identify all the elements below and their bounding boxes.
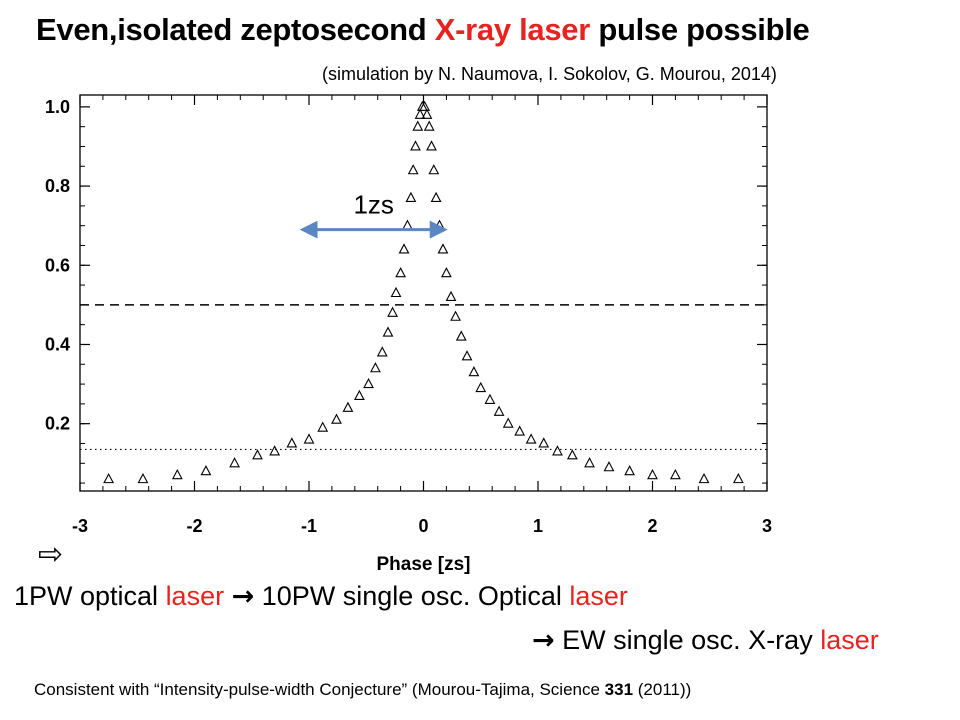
data-point [440, 267, 452, 278]
data-point [603, 461, 615, 472]
data-point [317, 421, 329, 432]
data-point [732, 472, 744, 484]
data-point [423, 120, 435, 131]
data-point [698, 472, 710, 484]
data-point [445, 290, 457, 302]
data-point [493, 405, 505, 416]
data-point [412, 120, 424, 131]
data-point [369, 362, 381, 373]
data-point [468, 366, 480, 377]
line2-text-a: EW single osc. X-ray [554, 625, 821, 655]
data-point [437, 243, 449, 254]
x-tick-label: 3 [762, 516, 772, 536]
data-point [430, 191, 442, 203]
x-tick-label: 2 [647, 516, 657, 536]
data-point [455, 330, 467, 341]
slide-title: Even,isolated zeptosecond X-ray laser pu… [36, 12, 810, 48]
data-point [525, 433, 537, 444]
data-point [103, 472, 115, 484]
data-point [405, 191, 417, 203]
y-tick-label: 0.8 [45, 176, 70, 196]
title-prefix: Even,isolated zeptosecond [36, 12, 435, 47]
data-point [461, 350, 473, 361]
statement-line-1: 1PW optical laser → 10PW single osc. Opt… [14, 581, 628, 612]
statement-line-2: → EW single osc. X-ray laser [532, 625, 879, 656]
data-point [353, 389, 365, 401]
data-point [669, 468, 681, 480]
x-axis-label: Phase [zs] [377, 554, 471, 575]
data-point [398, 243, 410, 254]
footnote-suffix: (2011)) [633, 680, 692, 699]
data-point [407, 164, 419, 175]
line1-text-b: 10PW single osc. Optical [254, 581, 570, 611]
data-point [450, 310, 461, 321]
x-tick-label: -2 [186, 516, 202, 536]
data-point [514, 425, 526, 436]
line2-laser-word: laser [820, 625, 879, 655]
data-point [428, 164, 440, 175]
footnote-prefix: Consistent with “Intensity-pulse-width C… [34, 680, 605, 699]
title-highlight: X-ray laser [434, 12, 591, 47]
data-point [421, 108, 433, 119]
right-arrow-icon: → [231, 581, 255, 612]
data-point [252, 449, 263, 460]
data-point [484, 393, 496, 404]
data-point [229, 457, 240, 468]
x-tick-label: -1 [301, 516, 317, 536]
data-point [402, 219, 413, 230]
line1-laser-word-2: laser [569, 581, 628, 611]
data-point [286, 437, 298, 448]
data-point [414, 108, 426, 119]
data-point [624, 465, 636, 476]
data-point [419, 100, 431, 111]
slide-subtitle: (simulation by N. Naumova, I. Sokolov, G… [322, 64, 777, 84]
data-point [363, 377, 374, 389]
data-point [137, 472, 149, 484]
data-point [171, 468, 183, 480]
x-tick-label: 0 [418, 516, 428, 536]
data-point [584, 457, 595, 468]
line1-text-a: 1PW optical [14, 581, 166, 611]
data-point [303, 433, 315, 444]
data-point [200, 465, 212, 476]
x-tick-label: -3 [72, 516, 88, 536]
data-point [426, 140, 437, 151]
data-point [342, 401, 354, 412]
title-suffix: pulse possible [590, 12, 810, 47]
data-point [376, 346, 388, 357]
plot-frame [79, 94, 768, 492]
y-tick-label: 0.4 [45, 334, 70, 354]
data-point [390, 286, 402, 298]
footnote-reference: Consistent with “Intensity-pulse-width C… [34, 680, 691, 700]
footnote-volume: 331 [604, 680, 634, 699]
y-tick-label: 0.2 [45, 414, 70, 434]
y-tick-label: 0.6 [45, 255, 70, 275]
data-point [538, 437, 550, 448]
data-point [566, 449, 578, 460]
data-point [269, 445, 281, 456]
data-point [434, 219, 445, 230]
data-point [331, 413, 342, 424]
data-point [647, 468, 658, 480]
line1-laser-word: laser [165, 581, 225, 611]
data-point [387, 306, 398, 317]
right-arrow-icon-2: → [532, 625, 555, 656]
data-point [410, 140, 421, 151]
data-point [502, 417, 514, 428]
hollow-arrow-icon: ⇨ [38, 537, 64, 572]
data-point [395, 267, 407, 278]
pulse-width-label: 1zs [353, 190, 393, 220]
data-point [475, 381, 487, 393]
y-tick-label: 1.0 [45, 97, 70, 117]
x-tick-label: 1 [533, 516, 543, 536]
data-point [382, 326, 394, 337]
data-point [552, 445, 563, 456]
